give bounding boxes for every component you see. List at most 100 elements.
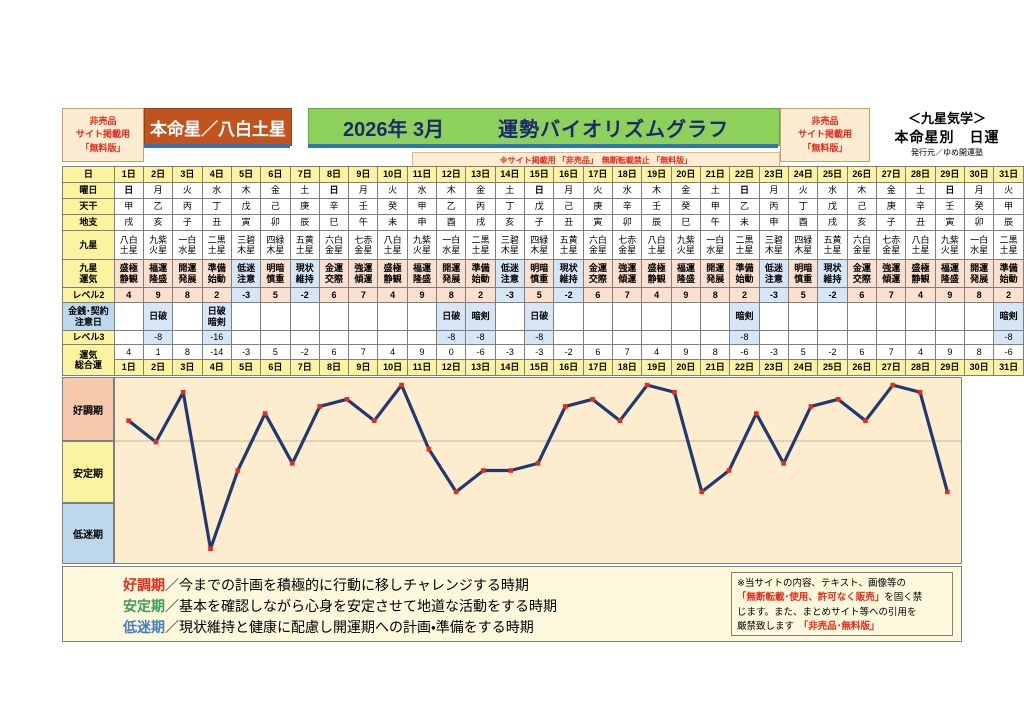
graph-point-26[interactable]: [808, 404, 814, 409]
day-header-22: 22日: [729, 166, 760, 183]
kinsen-7: [289, 302, 320, 331]
kyusei-10: 八白 土星: [377, 230, 408, 260]
level3-11: [406, 330, 438, 345]
day-footer-20: 20日: [670, 359, 702, 376]
tenkan-26: 己: [846, 198, 878, 215]
chishi-27: 子: [876, 214, 907, 231]
graph-point-17[interactable]: [562, 404, 568, 409]
day-header-10: 10日: [377, 166, 408, 183]
graph-point-29[interactable]: [890, 382, 896, 388]
free-badge-right-line2: サイト掲載用: [797, 129, 852, 140]
kyusei-unki-3: 開運 発展: [172, 259, 203, 288]
tenkan-4: 丁: [201, 198, 232, 215]
legend-text-ko: ／今までの計画を積極的に行動に移しチャレンジする時期: [165, 577, 529, 593]
graph-point-13[interactable]: [453, 489, 459, 495]
day-footer-2: 2日: [142, 359, 174, 376]
graph-point-8[interactable]: [317, 404, 322, 409]
graph-point-25[interactable]: [781, 461, 786, 466]
graph-point-9[interactable]: [344, 397, 350, 402]
graph-point-5[interactable]: [235, 468, 241, 473]
graph-point-27[interactable]: [835, 397, 841, 402]
graph-point-24[interactable]: [754, 411, 759, 416]
kyusei-25: 五黄 土星: [817, 230, 848, 260]
level2-14: -3: [494, 287, 526, 303]
graph-point-23[interactable]: [726, 468, 732, 473]
kinsen-2: 日破: [142, 302, 174, 331]
chishi-22: 未: [729, 214, 760, 231]
graph-point-7[interactable]: [290, 461, 295, 466]
graph-point-6[interactable]: [262, 411, 268, 416]
level2-16: -2: [553, 287, 584, 303]
level2-2: 9: [142, 287, 174, 303]
graph-point-14[interactable]: [481, 468, 486, 473]
day-footer-24: 24日: [788, 359, 819, 376]
graph-point-30[interactable]: [917, 389, 923, 395]
day-header-11: 11日: [406, 166, 438, 183]
tenkan-25: 戊: [817, 198, 848, 215]
kyusei-unki-8: 金運 交際: [318, 259, 350, 288]
graph-point-1[interactable]: [126, 418, 131, 423]
level3-24: [788, 330, 819, 345]
free-badge-right-line3: 「無料版」: [802, 142, 848, 153]
unki-total-6: 5: [260, 344, 291, 360]
unki-total-19: 4: [641, 344, 672, 360]
unki-total-8: 6: [318, 344, 350, 360]
level3-3: [172, 330, 203, 345]
kyusei-unki-16: 現状 維持: [553, 259, 584, 288]
weekday-7: 土: [289, 182, 320, 199]
graph-point-12[interactable]: [426, 446, 432, 452]
day-footer-28: 28日: [905, 359, 936, 376]
weekday-30: 月: [964, 182, 995, 199]
day-header-12: 12日: [436, 166, 467, 183]
day-header-26: 26日: [846, 166, 878, 183]
kyusei-16: 五黄 土星: [553, 230, 584, 260]
legend-line-ko: 好調期／今までの計画を積極的に行動に移しチャレンジする時期: [123, 575, 723, 596]
unki-total-26: 6: [846, 344, 878, 360]
graph-point-16[interactable]: [535, 461, 541, 466]
graph-point-3[interactable]: [180, 389, 186, 395]
chishi-24: 酉: [788, 214, 819, 231]
level2-5: -3: [230, 287, 262, 303]
weekday-3: 火: [172, 182, 203, 199]
level2-26: 6: [846, 287, 878, 303]
graph-point-20[interactable]: [644, 382, 650, 388]
graph-band-ko: 好調期: [62, 377, 114, 441]
graph-point-18[interactable]: [590, 397, 595, 402]
graph-point-22[interactable]: [699, 489, 705, 495]
chishi-29: 寅: [934, 214, 966, 231]
unki-total-22: -6: [729, 344, 760, 360]
kyusei-unki-10: 盛極 静観: [377, 259, 408, 288]
level3-15: -8: [524, 330, 555, 345]
graph-point-28[interactable]: [863, 418, 868, 423]
graph-point-10[interactable]: [371, 418, 377, 423]
row-label-level2: レベル2: [62, 287, 115, 303]
notice-p4: 厳禁致します: [737, 620, 804, 632]
tenkan-13: 丙: [465, 198, 496, 215]
level2-23: -3: [758, 287, 790, 303]
chishi-23: 申: [758, 214, 790, 231]
level2-7: -2: [289, 287, 320, 303]
day-footer-5: 5日: [230, 359, 262, 376]
graph-point-11[interactable]: [399, 382, 404, 388]
level3-8: [318, 330, 350, 345]
kyusei-unki-13: 準備 始動: [465, 259, 496, 288]
graph-point-21[interactable]: [672, 389, 677, 395]
graph-point-2[interactable]: [153, 439, 159, 445]
kinsen-23: [758, 302, 790, 331]
copyright-notice: ※当サイトの内容、テキスト、画像等の 「無断転載･使用、許可なく販売」を固く禁 …: [731, 572, 953, 636]
tenkan-17: 庚: [582, 198, 614, 215]
kyusei-unki-14: 低迷 注意: [494, 259, 526, 288]
kyusei-unki-31: 準備 始動: [993, 259, 1024, 288]
day-footer-26: 26日: [846, 359, 878, 376]
level2-1: 4: [113, 287, 144, 303]
kyusei-unki-6: 明暗 慎重: [260, 259, 291, 288]
graph-point-4[interactable]: [208, 546, 213, 552]
kinsen-9: [348, 302, 379, 331]
legend-text-an: ／基本を確認しながら心身を安定させて地道な活動をする時期: [165, 598, 557, 614]
tenkan-21: 甲: [700, 198, 731, 215]
kyusei-6: 四緑 木星: [260, 230, 291, 260]
graph-point-15[interactable]: [508, 468, 514, 473]
graph-point-19[interactable]: [617, 418, 623, 423]
graph-point-31[interactable]: [945, 489, 950, 495]
level3-21: [700, 330, 731, 345]
